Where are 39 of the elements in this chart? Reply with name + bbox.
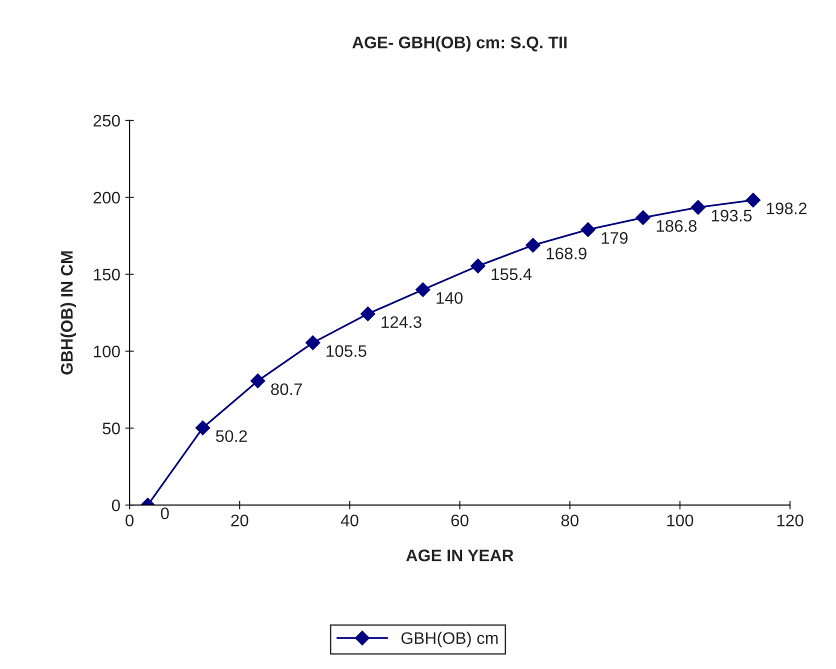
point xyxy=(526,238,540,253)
data-label: 179 xyxy=(602,232,628,244)
x-tick-label: 40 xyxy=(340,514,358,526)
point xyxy=(580,222,596,238)
point xyxy=(470,258,486,274)
data-label: 124.3 xyxy=(382,316,422,328)
data-label: 168.9 xyxy=(546,248,586,260)
x-tick-label: 60 xyxy=(451,514,468,526)
y-tick-label: 100 xyxy=(94,346,120,358)
data-label: 80.7 xyxy=(271,383,302,396)
point xyxy=(250,374,266,388)
y-tick-label: 150 xyxy=(94,268,120,280)
point xyxy=(195,420,210,436)
point xyxy=(416,282,430,298)
chart-title: AGE- GBH(OB) cm: S.Q. TII xyxy=(352,36,567,52)
y-tick-label: 0 xyxy=(112,499,120,512)
data-label: 186.8 xyxy=(656,220,697,232)
y-tick-label: 200 xyxy=(94,192,120,204)
x-tick-label: 100 xyxy=(667,514,694,526)
x-tick-label: 120 xyxy=(777,514,804,526)
y-axis-title: GBH(OB) IN CM xyxy=(60,251,76,375)
data-label: 198.2 xyxy=(766,202,807,214)
data-label: 105.5 xyxy=(326,345,366,357)
x-tick-label: 0 xyxy=(126,514,134,526)
point xyxy=(746,192,761,208)
data-label: 155.4 xyxy=(492,268,532,280)
x-tick-label: 20 xyxy=(231,514,248,526)
y-tick-label: 50 xyxy=(102,422,120,434)
point xyxy=(690,200,706,215)
data-label: 140 xyxy=(436,292,463,304)
legend-label: GBH(OB) cm xyxy=(401,632,498,648)
point xyxy=(305,335,320,350)
point xyxy=(636,210,650,226)
point xyxy=(360,306,376,322)
x-tick-label: 80 xyxy=(561,514,578,526)
y-tick-label: 250 xyxy=(94,114,120,127)
data-label: 50.2 xyxy=(216,430,247,442)
data-label: 193.5 xyxy=(712,210,752,222)
x-axis-title: AGE IN YEAR xyxy=(406,550,514,562)
